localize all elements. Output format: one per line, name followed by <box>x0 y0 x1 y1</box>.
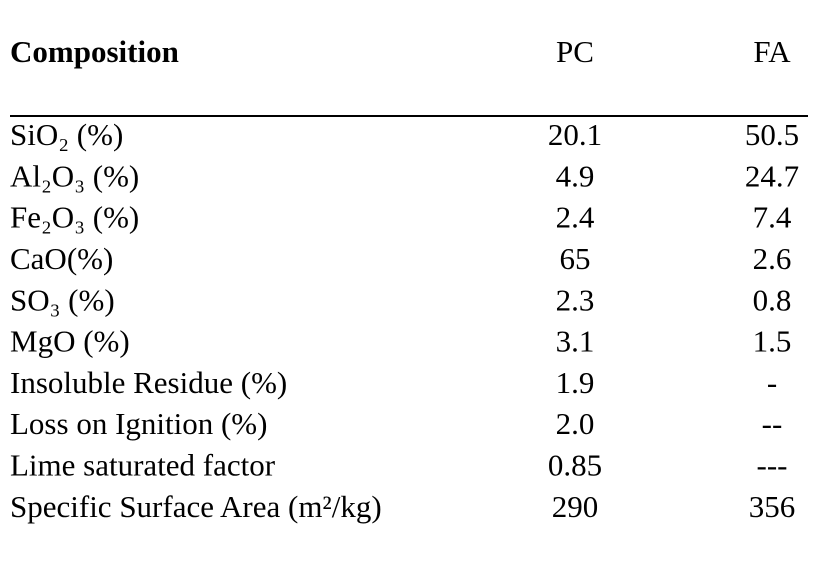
cell: 2.6 <box>753 241 792 276</box>
header-cell: FA <box>753 34 791 69</box>
cell: 7.4 <box>753 200 792 235</box>
cell: 1.9 <box>556 365 595 400</box>
cell: 2.0 <box>556 406 595 441</box>
cell: - <box>767 365 777 400</box>
row-label: Insoluble Residue (%) <box>10 365 287 400</box>
cell: 65 <box>560 241 591 276</box>
cell: 4.9 <box>556 158 595 193</box>
cell: -- <box>762 406 783 441</box>
header-cell: PC <box>556 34 594 69</box>
cell: 2.3 <box>556 282 595 317</box>
row-label: Lime saturated factor <box>10 448 276 483</box>
row-label: SiO₂ (%) <box>10 117 123 152</box>
cell: 356 <box>749 489 796 524</box>
row-label: CaO(%) <box>10 241 113 276</box>
cell: --- <box>757 448 788 483</box>
cell: 1.5 <box>753 324 792 359</box>
cell: 290 <box>552 489 599 524</box>
cell: 24.7 <box>745 158 799 193</box>
header-cell: Composition <box>10 34 179 69</box>
cell: 0.8 <box>753 282 792 317</box>
row-label: Specific Surface Area (m²/kg) <box>10 489 382 524</box>
row-label: Fe₂O₃ (%) <box>10 200 139 235</box>
row-label: Al₂O₃ (%) <box>10 158 139 193</box>
cell: 2.4 <box>556 200 595 235</box>
cell: 20.1 <box>548 117 602 152</box>
row-label: Loss on Ignition (%) <box>10 406 267 441</box>
cell: 50.5 <box>745 117 799 152</box>
row-label: MgO (%) <box>10 324 130 359</box>
cell: 0.85 <box>548 448 602 483</box>
row-label: SO₃ (%) <box>10 282 115 317</box>
cell: 3.1 <box>556 324 595 359</box>
